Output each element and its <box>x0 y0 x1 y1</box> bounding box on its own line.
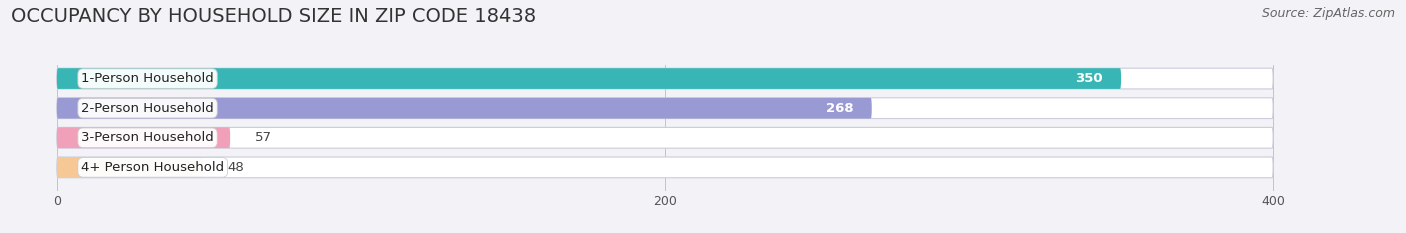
Text: 57: 57 <box>254 131 271 144</box>
Text: 4+ Person Household: 4+ Person Household <box>82 161 225 174</box>
Text: 2-Person Household: 2-Person Household <box>82 102 214 115</box>
Text: 1-Person Household: 1-Person Household <box>82 72 214 85</box>
FancyBboxPatch shape <box>56 157 202 178</box>
Text: Source: ZipAtlas.com: Source: ZipAtlas.com <box>1261 7 1395 20</box>
FancyBboxPatch shape <box>56 68 1121 89</box>
FancyBboxPatch shape <box>56 157 1272 178</box>
Text: 268: 268 <box>825 102 853 115</box>
FancyBboxPatch shape <box>56 98 1272 119</box>
FancyBboxPatch shape <box>56 127 1272 148</box>
FancyBboxPatch shape <box>56 127 231 148</box>
Text: OCCUPANCY BY HOUSEHOLD SIZE IN ZIP CODE 18438: OCCUPANCY BY HOUSEHOLD SIZE IN ZIP CODE … <box>11 7 536 26</box>
Text: 350: 350 <box>1076 72 1102 85</box>
FancyBboxPatch shape <box>56 68 1272 89</box>
FancyBboxPatch shape <box>56 98 872 119</box>
Text: 48: 48 <box>228 161 243 174</box>
Text: 3-Person Household: 3-Person Household <box>82 131 214 144</box>
